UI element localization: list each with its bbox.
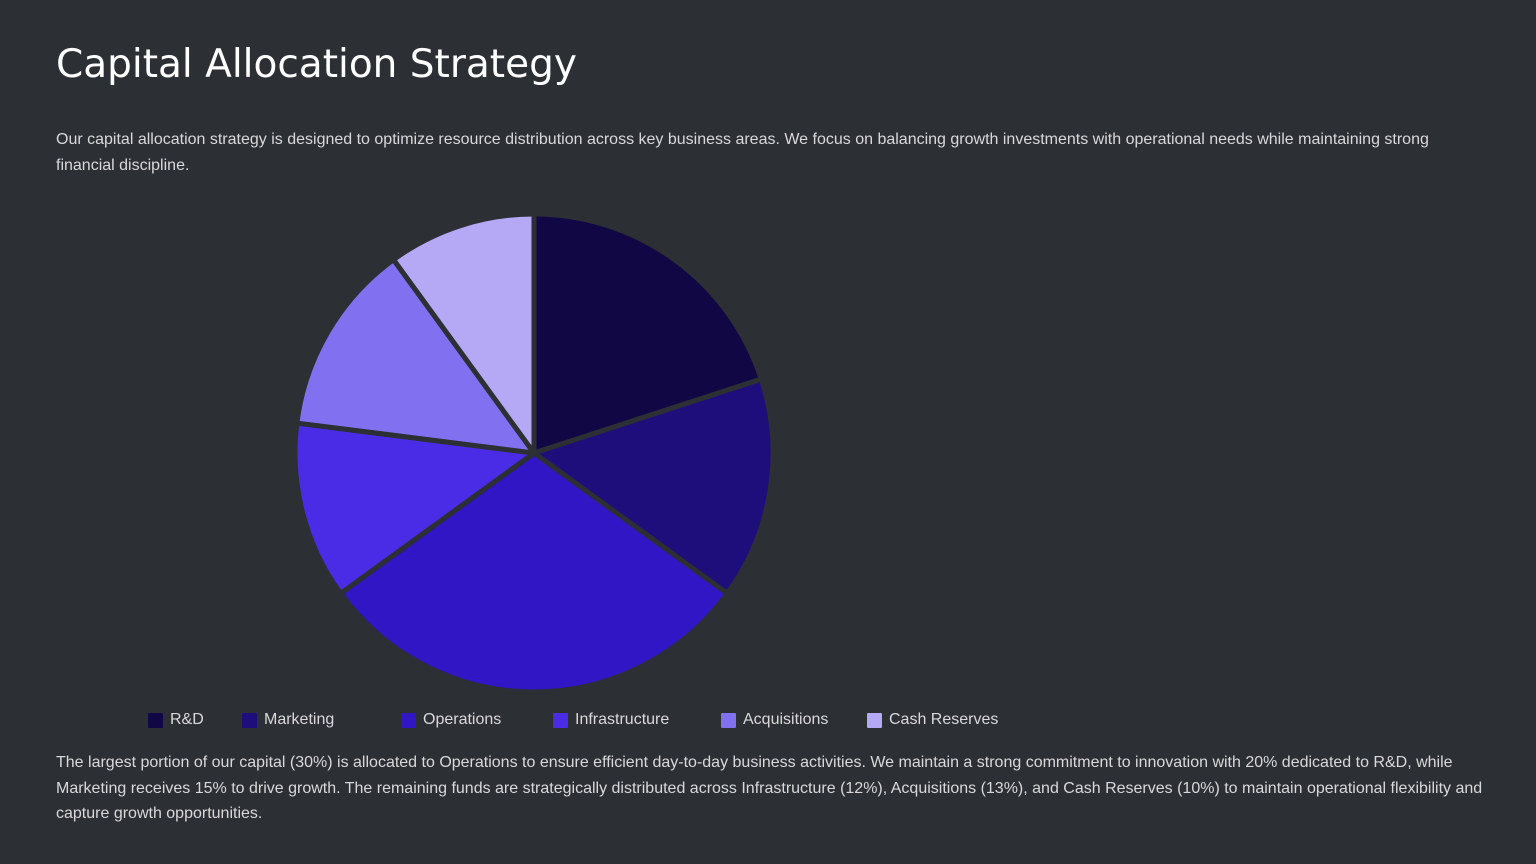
legend-item-cash-reserves[interactable]: Cash Reserves — [867, 711, 998, 729]
legend-item-acquisitions[interactable]: Acquisitions — [721, 711, 828, 729]
page-title: Capital Allocation Strategy — [56, 42, 577, 87]
pie-slice-infrastructure[interactable] — [292, 420, 537, 596]
pie-slice-operations[interactable] — [338, 450, 730, 695]
legend-swatch — [553, 712, 568, 728]
legend-swatch — [401, 712, 416, 728]
pie-slices — [292, 211, 776, 695]
legend-swatch — [242, 712, 257, 728]
pie-slice-marketing[interactable] — [531, 376, 776, 596]
legend-swatch — [867, 712, 882, 728]
legend-swatch — [721, 712, 736, 728]
summary-paragraph: The largest portion of our capital (30%)… — [56, 754, 1483, 822]
legend-label: R&D — [170, 711, 204, 728]
legend-swatch — [148, 712, 163, 728]
legend-item-marketing[interactable]: Marketing — [242, 711, 334, 729]
legend-label: Infrastructure — [575, 711, 670, 728]
intro-paragraph: Our capital allocation strategy is desig… — [56, 131, 1429, 174]
pie-slice-cash-reserves[interactable] — [391, 211, 537, 456]
legend-label: Cash Reserves — [889, 711, 999, 728]
legend-label: Operations — [423, 711, 502, 728]
pie-slice-acquisitions[interactable] — [294, 257, 537, 456]
pie-slice-r-d[interactable] — [531, 211, 764, 456]
legend-label: Acquisitions — [743, 711, 829, 728]
legend-item-infrastructure[interactable]: Infrastructure — [553, 711, 669, 729]
legend-item-operations[interactable]: Operations — [401, 711, 501, 729]
legend-item-rnd[interactable]: R&D — [148, 711, 204, 729]
legend-label: Marketing — [264, 711, 335, 728]
